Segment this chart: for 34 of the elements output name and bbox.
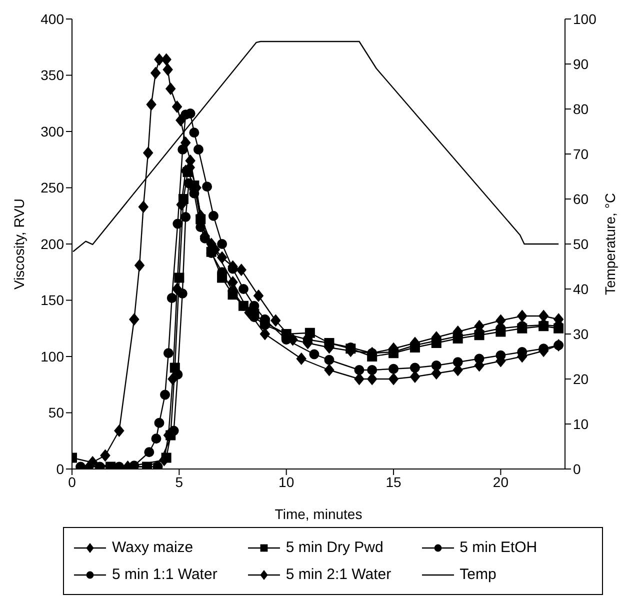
y-tick-label: 50 bbox=[48, 404, 64, 421]
y2-tick-label: 100 bbox=[573, 10, 597, 27]
legend-label: 5 min 2:1 Water bbox=[286, 566, 392, 583]
y2-tick-label: 60 bbox=[573, 190, 589, 207]
y2-tick-label: 10 bbox=[573, 416, 589, 432]
y-tick-label: 250 bbox=[40, 180, 64, 196]
x-tick-label: 0 bbox=[68, 474, 76, 490]
y2-tick-label: 40 bbox=[573, 280, 589, 297]
y-tick-label: 0 bbox=[56, 460, 64, 477]
legend-label: 5 min EtOH bbox=[460, 539, 538, 556]
y-tick-label: 150 bbox=[40, 292, 64, 308]
x-tick-label: 20 bbox=[492, 474, 509, 490]
y2-tick-label: 50 bbox=[573, 236, 589, 252]
x-axis-title: Time, minutes bbox=[274, 506, 362, 522]
y-tick-label: 400 bbox=[40, 10, 64, 27]
y2-tick-label: 20 bbox=[573, 370, 589, 387]
y-tick-label: 300 bbox=[40, 123, 64, 140]
y-tick-label: 100 bbox=[40, 348, 64, 364]
y-tick-label: 200 bbox=[40, 236, 64, 252]
x-tick-label: 10 bbox=[278, 474, 294, 490]
y-tick-label: 350 bbox=[40, 67, 64, 84]
x-tick-label: 15 bbox=[386, 474, 402, 490]
y2-tick-label: 80 bbox=[573, 100, 589, 117]
y2-tick-label: 90 bbox=[573, 56, 589, 72]
y2-tick-label: 30 bbox=[573, 326, 589, 342]
y-axis-title: Viscosity, RVU bbox=[11, 198, 27, 290]
legend-label: 5 min 1:1 Water bbox=[112, 566, 218, 583]
y2-tick-label: 0 bbox=[573, 460, 581, 477]
legend-label: Waxy maize bbox=[112, 539, 194, 556]
y2-tick-label: 70 bbox=[573, 146, 589, 162]
legend-label: 5 min Dry Pwd bbox=[286, 539, 384, 556]
y2-axis-title: Temperature, °C bbox=[602, 192, 618, 296]
x-tick-label: 5 bbox=[175, 474, 184, 490]
legend-label: Temp bbox=[460, 566, 496, 583]
